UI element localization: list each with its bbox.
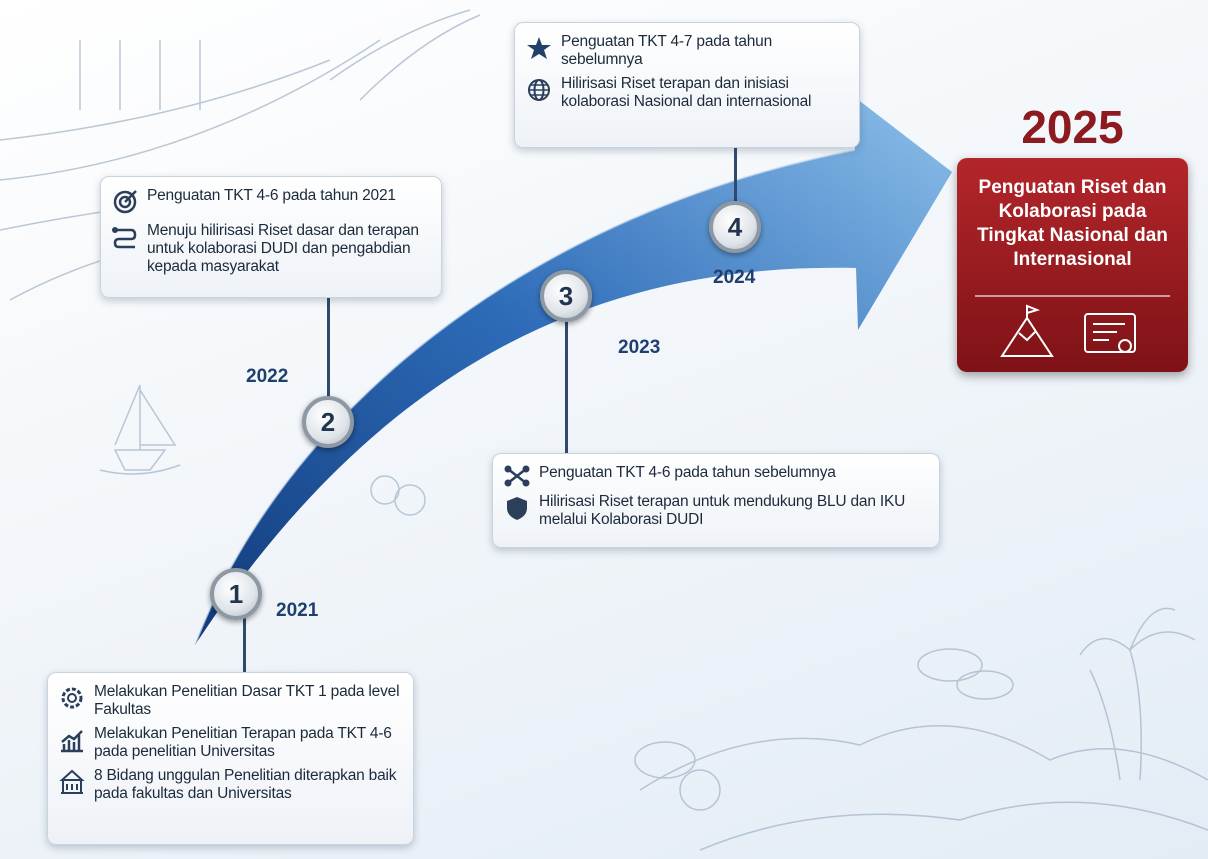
goal-card: Penguatan Riset dan Kolaborasi pada Ting… [957,158,1188,372]
icon [525,76,553,104]
icon [111,223,139,251]
page: 1 2 3 4 2021 2022 2023 2024 Melakukan Pe… [0,0,1208,859]
card-item: Melakukan Penelitian Terapan pada TKT 4-… [58,725,401,761]
item-text: Penguatan TKT 4-7 pada tahun sebelumnya [561,33,847,69]
icon [58,726,86,754]
card-item: Penguatan TKT 4-7 pada tahun sebelumnya [525,33,847,69]
item-text: Penguatan TKT 4-6 pada tahun 2021 [147,187,396,205]
item-text: Melakukan Penelitian Dasar TKT 1 pada le… [94,683,401,719]
icon [58,684,86,712]
connector [565,316,568,456]
milestone-number: 2 [302,396,354,448]
goal-year: 2025 [957,100,1188,154]
milestone-card: Melakukan Penelitian Dasar TKT 1 pada le… [47,672,414,845]
card-item: Melakukan Penelitian Dasar TKT 1 pada le… [58,683,401,719]
milestone-number: 3 [540,270,592,322]
icon [58,768,86,796]
milestone-year: 2023 [618,337,660,359]
milestone-year: 2024 [713,267,755,289]
card-item: Menuju hilirisasi Riset dasar dan terapa… [111,222,429,276]
connector [734,148,737,208]
milestone-card: Penguatan TKT 4-7 pada tahun sebelumnya … [514,22,860,148]
connector [243,612,246,674]
icon [525,34,553,62]
icon [503,494,531,522]
card-item: Penguatan TKT 4-6 pada tahun 2021 [111,187,429,216]
item-text: 8 Bidang unggulan Penelitian diterapkan … [94,767,401,803]
item-text: Hilirisasi Riset terapan dan inisiasi ko… [561,75,847,111]
milestone-card: Penguatan TKT 4-6 pada tahun 2021 Menuju… [100,176,442,298]
icon [111,188,139,216]
milestone-card: Penguatan TKT 4-6 pada tahun sebelumnya … [492,453,940,548]
item-text: Melakukan Penelitian Terapan pada TKT 4-… [94,725,401,761]
milestone-year: 2021 [276,600,318,622]
item-text: Penguatan TKT 4-6 pada tahun sebelumnya [539,464,836,482]
card-item: Hilirisasi Riset terapan dan inisiasi ko… [525,75,847,111]
goal-icons [957,288,1188,372]
milestone-year: 2022 [246,366,288,388]
milestone-number: 4 [709,201,761,253]
card-item: 8 Bidang unggulan Penelitian diterapkan … [58,767,401,803]
card-item: Penguatan TKT 4-6 pada tahun sebelumnya [503,464,927,487]
card-item: Hilirisasi Riset terapan untuk mendukung… [503,493,927,529]
item-text: Hilirisasi Riset terapan untuk mendukung… [539,493,927,529]
goal-title: Penguatan Riset dan Kolaborasi pada Ting… [967,176,1178,272]
item-text: Menuju hilirisasi Riset dasar dan terapa… [147,222,429,276]
icon [503,465,531,487]
arrow [195,92,952,645]
connector [327,296,330,402]
milestone-number: 1 [210,568,262,620]
